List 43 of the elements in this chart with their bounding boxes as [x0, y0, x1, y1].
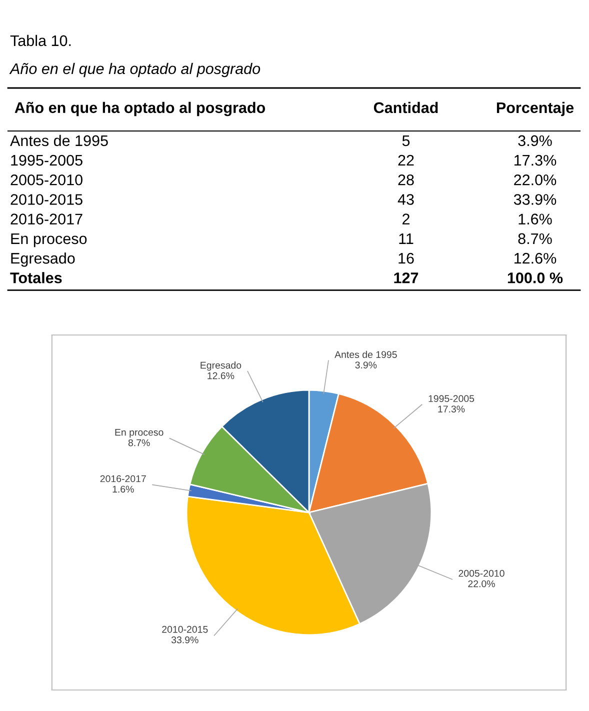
text: Año en que ha optado al posgrado	[14, 102, 266, 116]
text: 43	[398, 194, 414, 205]
slice-label: En proceso	[115, 428, 164, 438]
text: Totales	[10, 272, 62, 284]
text: 33.9%	[514, 194, 556, 205]
text: 8.7%	[518, 233, 552, 244]
text: 28	[398, 174, 414, 186]
data-label: 1.6%	[112, 486, 134, 493]
text: Porcentaje	[496, 102, 574, 116]
category-label: 2016-2017	[10, 214, 82, 224]
chart-subtitle: Año en el que ha optado al posgrado	[9, 62, 260, 78]
text: 5	[402, 135, 410, 146]
text: Cantidad	[374, 102, 438, 114]
category-label: 2010-2015	[10, 194, 82, 205]
text: 11	[399, 233, 414, 244]
data-label: 12.6%	[208, 372, 234, 380]
category-label: 1995-2005	[11, 154, 82, 166]
category-label: Egresado	[11, 252, 75, 267]
category-label: En proceso	[11, 233, 87, 248]
slice-label: 1995-2005	[428, 395, 474, 402]
data-label: 8.7%	[128, 439, 150, 446]
text: 12.6%	[514, 252, 556, 264]
text: 22	[398, 154, 414, 166]
text: 22.0%	[514, 174, 556, 186]
text: 16	[398, 252, 414, 264]
text: 100.0 %	[508, 272, 563, 284]
data-label: 33.9%	[171, 636, 198, 644]
text: 17.3%	[514, 154, 556, 166]
text: 1.6%	[518, 214, 552, 224]
data-label: 22.0%	[468, 580, 495, 588]
slice-label: 2016-2017	[100, 475, 146, 482]
slice-label: 2010-2015	[162, 626, 208, 633]
category-label: Antes de 1995	[10, 134, 108, 146]
data-label: 17.3%	[438, 406, 465, 412]
text: 2	[402, 214, 410, 224]
slice-label: Egresado	[200, 362, 242, 371]
text: 127	[394, 272, 418, 284]
text: 3.9%	[518, 135, 552, 146]
slice-label: Antes de 1995	[334, 350, 397, 358]
slice-label: 2005-2010	[458, 570, 504, 577]
data-label: 3.9%	[355, 362, 377, 368]
category-label: 2005-2010	[10, 174, 82, 186]
chart-title: Tabla 10.	[10, 34, 71, 46]
